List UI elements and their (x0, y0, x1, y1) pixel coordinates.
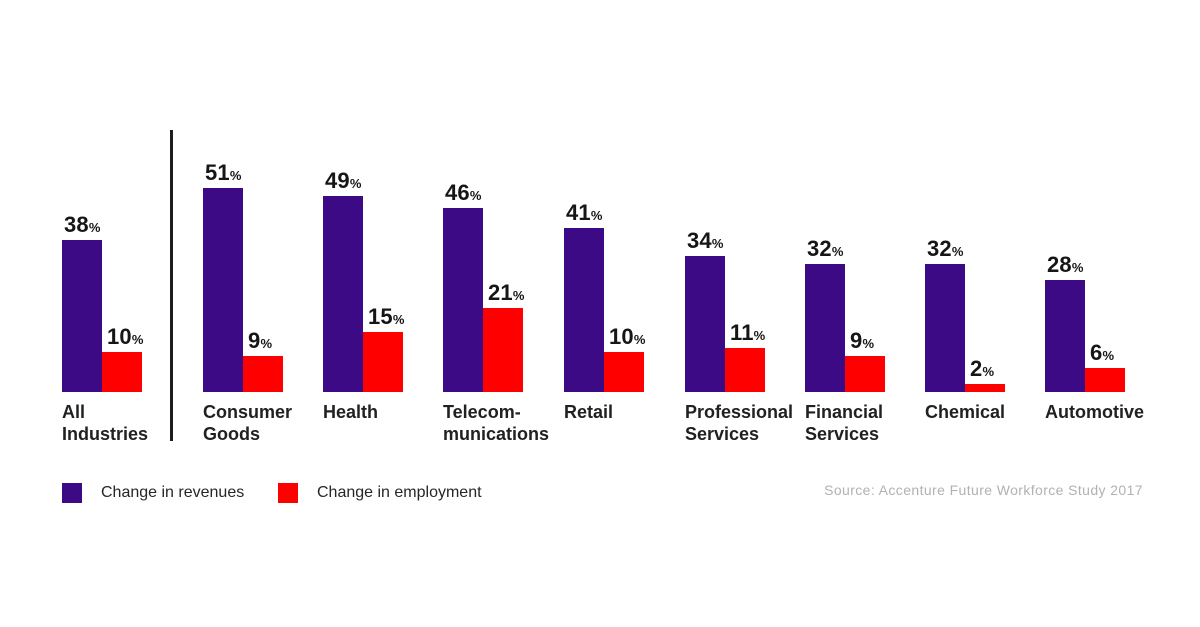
revenues-value-label: 32% (807, 236, 844, 261)
bar-group-professional-services: 34% 11% Professional Services (685, 0, 845, 444)
percent-sign: % (131, 332, 144, 347)
legend-item-employment: Change in employment (278, 483, 482, 503)
bar-group-all-industries: 38% 10% All Industries (62, 0, 222, 444)
employment-swatch (278, 483, 298, 503)
percent-sign: % (469, 188, 482, 203)
revenues-value-label: 38% (64, 212, 101, 237)
percent-sign: % (633, 332, 646, 347)
percent-sign: % (982, 364, 995, 379)
employment-value-label: 6% (1090, 340, 1115, 365)
employment-bar (102, 352, 142, 392)
percent-sign: % (88, 220, 101, 235)
percent-sign: % (260, 336, 273, 351)
revenues-bar (443, 208, 483, 392)
bar-group-chemical: 32% 2% Chemical (925, 0, 1085, 422)
legend: Change in revenues Change in employment (0, 483, 1200, 505)
category-label: Financial Services (805, 402, 884, 444)
category-label: Professional Services (685, 402, 794, 444)
employment-value-label: 10% (107, 324, 144, 349)
employment-bar (483, 308, 523, 392)
revenues-swatch (62, 483, 82, 503)
employment-bar (243, 356, 283, 392)
bar-group-financial-services: 32% 9% Financial Services (805, 0, 965, 444)
category-label: All Industries (62, 402, 149, 444)
revenues-value-label: 34% (687, 228, 724, 253)
bar-group-consumer-goods: 51% 9% Consumer Goods (203, 0, 363, 444)
revenues-bar (925, 264, 965, 392)
percent-sign: % (862, 336, 875, 351)
legend-label-employment: Change in employment (317, 484, 482, 501)
employment-bar (1085, 368, 1125, 392)
percent-sign: % (349, 176, 362, 191)
revenues-value-label: 32% (927, 236, 964, 261)
revenues-value-label: 46% (445, 180, 482, 205)
category-label: Health (323, 402, 379, 422)
legend-label-revenues: Change in revenues (101, 484, 245, 501)
employment-value-label: 9% (850, 328, 875, 353)
revenues-value-label: 49% (325, 168, 362, 193)
bar-group-retail: 41% 10% Retail (564, 0, 724, 422)
percent-sign: % (1102, 348, 1115, 363)
category-divider-line (170, 130, 173, 441)
revenues-bar (564, 228, 604, 392)
revenues-bar (62, 240, 102, 392)
category-label: Automotive (1045, 402, 1144, 422)
revenues-bar (323, 196, 363, 392)
employment-value-label: 9% (248, 328, 273, 353)
percent-sign: % (590, 208, 603, 223)
bar-group-health: 49% 15% Health (323, 0, 483, 422)
category-label: Retail (564, 402, 614, 422)
bar-group-telecom-munications: 46% 21% Telecom-munications (443, 0, 603, 444)
employment-bar (845, 356, 885, 392)
percent-sign: % (512, 288, 525, 303)
employment-value-label: 10% (609, 324, 646, 349)
percent-sign: % (831, 244, 844, 259)
revenues-bar (203, 188, 243, 392)
bar-group-automotive: 28% 6% Automotive (1045, 0, 1200, 422)
grouped-bar-chart: 38% 10% All Industries 51% 9% Consumer Goods 49%… (62, 0, 1200, 444)
percent-sign: % (753, 328, 766, 343)
category-label: Consumer Goods (203, 402, 293, 444)
employment-value-label: 15% (368, 304, 405, 329)
employment-bar (725, 348, 765, 392)
source-credit: Source: Accenture Future Workforce Study… (824, 482, 1143, 498)
employment-bar (965, 384, 1005, 392)
employment-value-label: 21% (488, 280, 525, 305)
revenues-bar (1045, 280, 1085, 392)
employment-bar (604, 352, 644, 392)
revenues-value-label: 51% (205, 160, 242, 185)
legend-item-revenues: Change in revenues (62, 483, 244, 503)
revenues-bar (685, 256, 725, 392)
revenues-bar (805, 264, 845, 392)
category-label: Chemical (925, 402, 1006, 422)
percent-sign: % (711, 236, 724, 251)
employment-value-label: 11% (730, 320, 766, 345)
revenues-value-label: 41% (566, 200, 603, 225)
percent-sign: % (951, 244, 964, 259)
employment-value-label: 2% (970, 356, 995, 381)
employment-bar (363, 332, 403, 392)
category-label: Telecom-munications (443, 402, 550, 444)
percent-sign: % (1071, 260, 1084, 275)
revenues-value-label: 28% (1047, 252, 1084, 277)
percent-sign: % (229, 168, 242, 183)
percent-sign: % (392, 312, 405, 327)
